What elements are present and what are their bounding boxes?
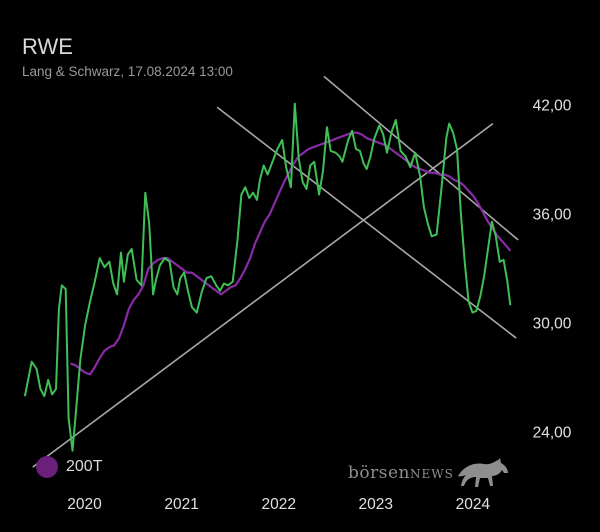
price-line [23, 102, 512, 452]
brand-text-upper: NEWS [409, 467, 454, 481]
chart-subtitle: Lang & Schwarz, 17.08.2024 13:00 [22, 64, 233, 79]
chart-title: RWE [22, 34, 73, 59]
trendlines [32, 75, 519, 468]
y-tick-label: 42,00 [533, 97, 572, 114]
legend: 200T [36, 456, 102, 478]
x-axis: 2020 2021 2022 2023 2024 [67, 496, 490, 513]
y-tick-label: 30,00 [533, 316, 572, 333]
brand-wordmark: börsenNEWS [348, 463, 454, 483]
brand-text-lower: börsen [348, 463, 410, 483]
y-tick-label: 36,00 [533, 206, 572, 223]
brand-logo: börsenNEWS [348, 456, 510, 490]
bull-icon [457, 458, 508, 487]
x-tick-label: 2022 [261, 496, 295, 513]
trendline-3 [323, 75, 519, 241]
price-series [23, 102, 512, 452]
y-tick-label: 24,00 [533, 425, 572, 442]
x-tick-label: 2020 [67, 496, 102, 513]
legend-swatch-ma200 [36, 456, 58, 478]
x-tick-label: 2021 [164, 496, 198, 513]
legend-label-ma200: 200T [66, 458, 103, 475]
y-axis: 24,00 30,00 36,00 42,00 [533, 97, 572, 441]
trendline-2 [216, 106, 517, 339]
x-tick-label: 2024 [456, 496, 491, 513]
x-tick-label: 2023 [359, 496, 393, 513]
trendline-1 [32, 122, 494, 468]
